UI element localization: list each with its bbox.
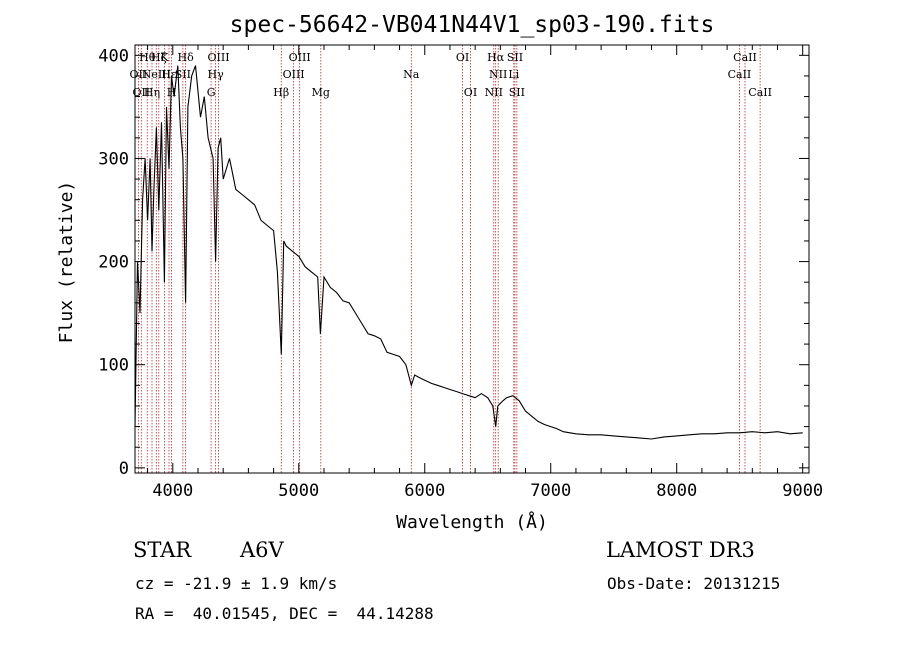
x-tick-label-9000: 9000 (782, 481, 823, 501)
line-label-24: Li (508, 68, 519, 81)
chart-title: spec-56642-VB041N44V1_sp03-190.fits (230, 12, 715, 38)
x-tick-label-7000: 7000 (530, 481, 571, 501)
y-tick-label-400: 400 (98, 46, 129, 66)
y-tick-label-200: 200 (98, 253, 129, 273)
y-axis-label: Flux (relative) (56, 181, 77, 344)
line-label-3: Hη (144, 86, 160, 99)
y-axis-ticks: 0 100 200 300 400 (98, 46, 809, 479)
line-label-13: OIII (207, 51, 229, 64)
x-tick-label-4000: 4000 (152, 481, 193, 501)
redshift-velocity: cz = -21.9 ± 1.9 km/s (135, 574, 338, 593)
line-label-11: G (207, 86, 216, 99)
line-label-19: OI (456, 51, 469, 64)
line-label-21: NII (485, 86, 503, 99)
line-label-16: OIII (289, 51, 311, 64)
y-tick-label-100: 100 (98, 356, 129, 376)
spectral-line-labels: OIIOIIHθHηNeIIIHζKHεHHδSIIGHγOIIIHβOIIIO… (130, 51, 772, 99)
spectrum-series-line (134, 65, 803, 440)
line-label-0: OII (130, 68, 148, 81)
line-label-15: OIII (283, 68, 305, 81)
line-label-23: NII (489, 68, 507, 81)
coordinates: RA = 40.01545, DEC = 44.14288 (135, 604, 434, 623)
plot-frame (134, 44, 810, 474)
line-label-17: Mg (312, 86, 330, 99)
line-label-29: CaII (748, 86, 772, 99)
line-label-28: CaII (733, 51, 757, 64)
object-class: STAR (133, 538, 192, 562)
subclass: A6V (240, 538, 284, 562)
x-axis-label: Wavelength (Å) (396, 511, 548, 533)
survey-name: LAMOST DR3 (606, 538, 755, 562)
line-label-12: Hγ (208, 68, 225, 81)
line-label-9: Hδ (178, 51, 195, 64)
x-tick-label-8000: 8000 (656, 481, 697, 501)
line-label-5: Hζ (151, 51, 167, 64)
line-label-20: OI (464, 86, 477, 99)
x-axis-ticks: 4000 5000 6000 7000 8000 9000 (147, 45, 823, 501)
line-label-27: CaII (728, 68, 752, 81)
line-label-4: NeIII (142, 68, 171, 81)
x-tick-label-6000: 6000 (404, 481, 445, 501)
line-label-25: SII (507, 51, 523, 64)
y-tick-label-300: 300 (98, 149, 129, 169)
x-tick-label-5000: 5000 (278, 481, 319, 501)
line-label-1: OII (132, 86, 150, 99)
y-tick-label-0: 0 (119, 459, 129, 479)
line-label-2: Hθ (139, 51, 156, 64)
line-label-26: SII (509, 86, 525, 99)
line-label-6: K (160, 51, 169, 64)
line-label-18: Na (403, 68, 420, 81)
line-label-22: Hα (487, 51, 505, 64)
line-label-7: Hε (161, 68, 177, 81)
line-label-14: Hβ (273, 86, 289, 99)
spectral-line-markers (138, 45, 761, 473)
observation-date: Obs-Date: 20131215 (607, 574, 781, 593)
